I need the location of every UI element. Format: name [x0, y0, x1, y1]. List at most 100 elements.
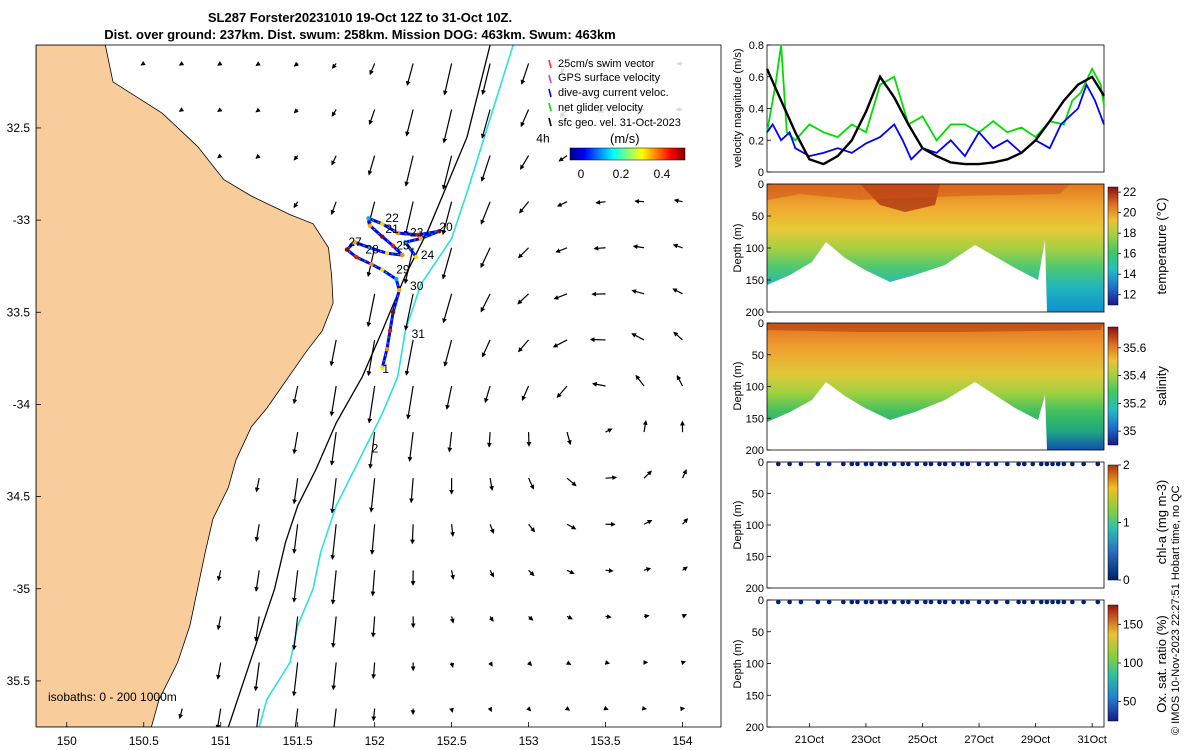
velocity-vector	[216, 662, 222, 680]
surface-sample-point	[855, 599, 860, 605]
isobath-200m	[227, 45, 491, 727]
colorbar-tick-label: 2	[1123, 458, 1130, 472]
isobath-1000m	[258, 45, 514, 727]
surface-sample-point	[914, 461, 920, 467]
surface-sample-point	[798, 599, 804, 605]
velocity-vector	[566, 523, 577, 530]
velocity-vector	[635, 374, 645, 387]
date-x-tick-label: 27Oct	[964, 734, 993, 746]
surface-sample-point	[914, 599, 920, 605]
velocity-vector	[329, 339, 337, 367]
surface-sample-point	[869, 461, 874, 467]
velocity-vector	[447, 432, 453, 453]
colorbar-tick-label: 100	[1123, 656, 1143, 670]
chla-ylabel: Depth (m)	[732, 501, 744, 550]
velocity-vector	[526, 706, 532, 712]
velocity-vector	[480, 155, 491, 182]
velocity-vector	[520, 155, 530, 170]
velocity-vector	[406, 385, 414, 420]
legend-entry-swim: 25cm/s swim vector	[548, 58, 655, 70]
glider-track-point	[380, 365, 385, 370]
map-x-tick-label: 153.5	[591, 734, 621, 748]
velocity-vector	[370, 570, 376, 597]
velocity-vector	[403, 293, 414, 331]
velocity-vector	[369, 524, 376, 555]
velocity-vector	[642, 420, 648, 433]
velocity-vector	[215, 708, 222, 727]
colorbar-tick-label: 16	[1123, 247, 1137, 261]
date-x-tick-label: 25Oct	[908, 734, 937, 746]
velocity-vector	[521, 385, 530, 401]
surface-sample-point	[928, 599, 934, 605]
surface-sample-point	[942, 461, 948, 467]
velocity-vector	[520, 109, 530, 128]
oxygen-colorbar	[1107, 604, 1119, 722]
surface-sample-point	[787, 461, 792, 467]
map-y-tick-label: -35	[13, 582, 31, 596]
date-x-tick-label: 29Oct	[1021, 734, 1050, 746]
day-label: 4h	[536, 132, 549, 146]
depth-y-tick-label: 100	[746, 520, 764, 532]
surface-sample-point	[869, 599, 874, 605]
velocity-vector	[681, 614, 688, 619]
map-x-tick-label: 151	[211, 734, 231, 748]
velocity-vector	[519, 201, 530, 214]
velocity-vector	[480, 109, 491, 139]
glider-track-point	[380, 234, 385, 239]
velocity-vector	[442, 293, 453, 324]
glider-track-point	[366, 216, 371, 221]
speed-colorbar-tick-0: 0	[578, 167, 585, 181]
depth-y-tick-label: 100	[746, 243, 764, 255]
depth-y-tick-label: 150	[746, 690, 764, 702]
surface-sample-point	[906, 599, 911, 605]
velocity-vector	[676, 374, 684, 387]
velocity-vector	[593, 245, 606, 251]
velocity-vector	[603, 705, 609, 711]
velocity-series-0	[766, 44, 1105, 142]
map-x-tick-label: 150	[57, 734, 77, 748]
velocity-vector	[329, 431, 337, 466]
velocity-vector	[517, 339, 530, 353]
surface-sample-point	[1070, 599, 1075, 605]
velocity-vector	[292, 478, 299, 505]
velocity-vector	[369, 63, 376, 76]
surface-sample-point	[863, 599, 869, 605]
velocity-vector	[566, 569, 575, 575]
velocity-vector	[371, 708, 377, 722]
velocity-vector	[528, 523, 536, 533]
velocity-vector	[441, 155, 453, 190]
date-x-tick-label: 21Oct	[795, 734, 824, 746]
velocity-vector	[528, 569, 535, 577]
velocity-y-tick-label: 0.4	[749, 104, 764, 116]
legend-entry-gps: GPS surface velocity	[548, 72, 661, 84]
temperature-colorbar-label: temperature (°C)	[1154, 198, 1169, 295]
velocity-vector	[255, 107, 261, 113]
colorbar-tick-label: 18	[1123, 226, 1137, 240]
velocity-vector	[591, 381, 606, 387]
day-label: 21	[385, 222, 399, 236]
day-label: 25	[396, 239, 410, 253]
velocity-vector	[331, 109, 337, 117]
velocity-vector	[292, 570, 299, 603]
velocity-vector	[681, 469, 687, 479]
salinity-field	[767, 323, 1104, 450]
glider-track-point	[367, 223, 373, 228]
surface-sample-point	[900, 461, 906, 467]
map-x-ticks: 150 150.5 151 151.5 152 152.5 153 153.5 154	[57, 722, 693, 748]
velocity-vector	[293, 108, 299, 114]
surface-sample-point	[776, 461, 781, 467]
map-x-tick-label: 152.5	[437, 734, 467, 748]
velocity-vector	[366, 293, 376, 328]
map-x-tick-label: 153	[519, 734, 539, 748]
surface-sample-point	[815, 461, 821, 467]
surface-sample-point	[1061, 599, 1067, 605]
velocity-vector	[292, 385, 299, 405]
surface-sample-point	[928, 461, 934, 467]
depth-y-tick-label: 150	[746, 413, 764, 425]
depth-y-tick-label: 0	[758, 179, 764, 191]
date-x-tick-label: 23Oct	[851, 734, 880, 746]
velocity-vector	[643, 613, 650, 619]
velocity-vector	[216, 616, 222, 631]
velocity-vector	[443, 339, 453, 367]
